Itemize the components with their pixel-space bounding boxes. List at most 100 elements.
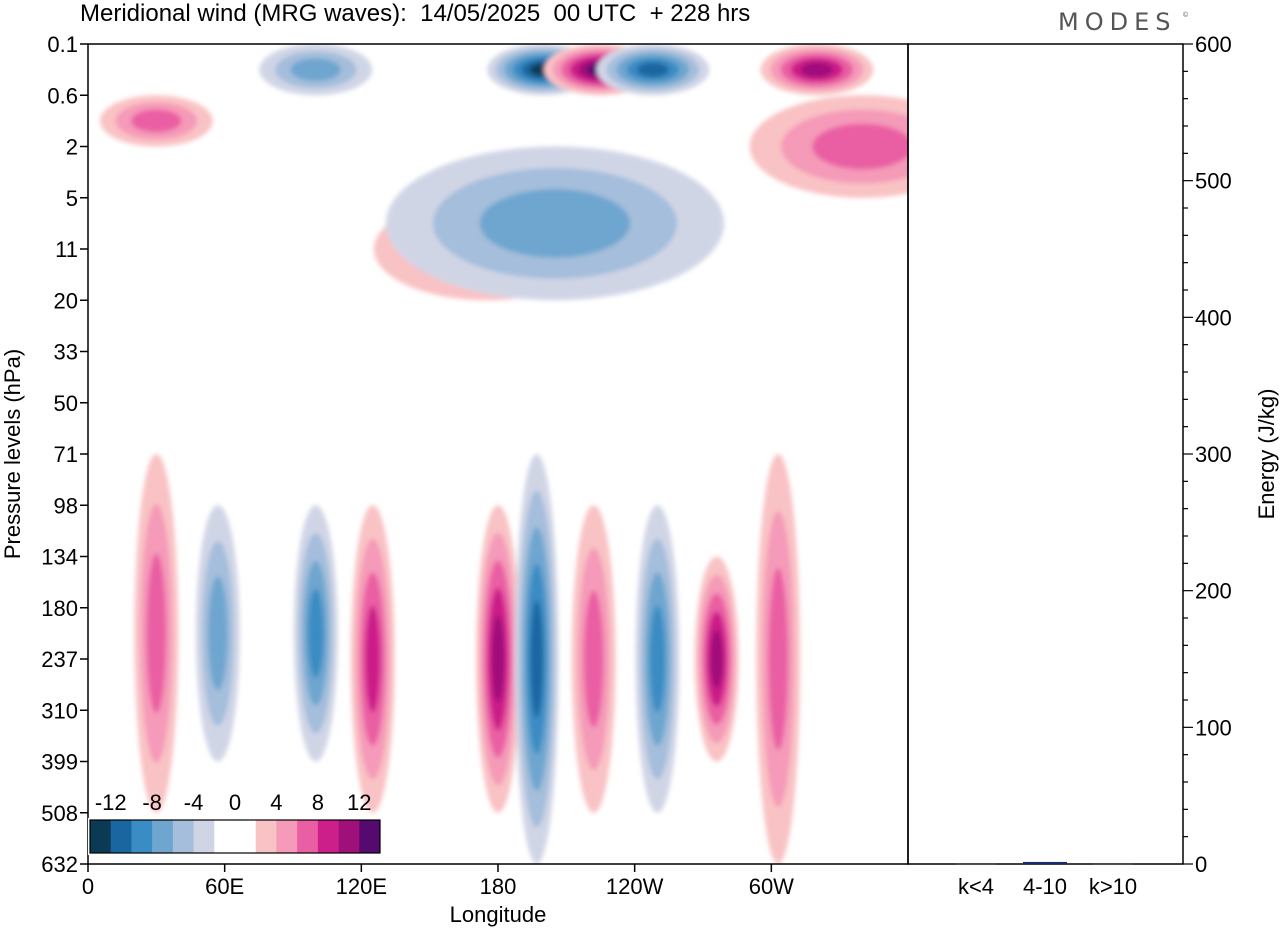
heatmap-contour-10-3	[768, 567, 788, 751]
y-tick-label: 2	[66, 135, 78, 160]
energy-category-label: k>10	[1089, 874, 1137, 899]
energy-tick-label: 100	[1195, 715, 1232, 740]
energy-tick-label: 200	[1195, 579, 1232, 604]
y-tick-label: 11	[55, 237, 78, 262]
colorbar-swatch	[235, 820, 257, 853]
colorbar: -12 -8 -4 0 4 8 12	[88, 790, 382, 855]
heatmap-contour-8-4	[649, 605, 666, 713]
heatmap-contour-13-5	[636, 62, 669, 77]
colorbar-label: -12	[95, 790, 127, 815]
heatmap-contour-1-3	[146, 553, 167, 714]
heatmap-contour-16-5	[800, 62, 833, 77]
heatmap-anomaly-13	[596, 44, 710, 96]
modes-logo: MODES	[1058, 8, 1177, 36]
heatmap-anomaly-17	[749, 95, 908, 198]
heatmap-contour-14-3	[131, 109, 182, 133]
colorbar-frame	[89, 819, 381, 854]
heatmap-anomaly-4	[350, 505, 395, 813]
heatmap-anomaly-1	[134, 453, 179, 813]
heatmap-anomaly-19	[385, 146, 725, 301]
colorbar-label: 4	[270, 790, 282, 815]
energy-category-label: k<4	[958, 874, 994, 899]
colorbar-swatch	[255, 820, 277, 853]
y-tick-label: 310	[41, 698, 78, 723]
heatmap-contour-19-3	[479, 189, 631, 258]
heatmap-anomaly-15	[259, 44, 373, 96]
energy-bar	[956, 863, 996, 865]
heatmap-anomaly-14	[99, 95, 213, 147]
energy-tick-label: 500	[1195, 169, 1232, 194]
heatmap-contour-7-3	[583, 590, 604, 728]
energy-frame	[907, 43, 1184, 865]
heatmap-contour-2-3	[208, 576, 228, 691]
heatmap-contour-15-3	[290, 58, 341, 82]
colorbar-label: 0	[229, 790, 241, 815]
colorbar-label: -4	[184, 790, 204, 815]
heatmap-axes: 0.1 0.6 2 5 11 20 33 50 71 98 134 180 237 310 399 508 63…	[41, 32, 794, 899]
colorbar-swatch	[152, 820, 174, 853]
y-tick-label: 399	[41, 750, 78, 775]
colorbar-swatch	[359, 820, 381, 853]
heatmap-contour-3-4	[308, 588, 324, 678]
heatmap-field	[99, 44, 908, 864]
y-tick-label: 632	[41, 852, 78, 877]
y-tick-label: 180	[41, 596, 78, 621]
colorbar-swatch	[297, 820, 319, 853]
x-tick-label: 180	[480, 874, 517, 899]
y-tick-label: 5	[66, 186, 78, 211]
energy-bar	[1023, 861, 1067, 864]
y-tick-label: 0.1	[47, 32, 78, 57]
heatmap-anomaly-3	[293, 505, 338, 762]
heatmap-anomaly-6	[514, 454, 559, 864]
y-tick-label: 134	[41, 545, 78, 570]
colorbar-swatch	[214, 820, 236, 853]
y-tick-label: 50	[54, 391, 78, 416]
colorbar-label: 8	[312, 790, 324, 815]
energy-bar-chart: 0 100 200 300 400 500 600 k<4 4-10 k>10	[907, 32, 1232, 899]
colorbar-swatch	[90, 820, 112, 853]
y-tick-label: 71	[54, 442, 78, 467]
x-axis-title: Longitude	[450, 902, 547, 927]
y-tick-label: 508	[41, 801, 78, 826]
colorbar-label: -8	[142, 790, 162, 815]
colorbar-swatch	[193, 820, 215, 853]
chart-title: Meridional wind (MRG waves): 14/05/2025 …	[80, 0, 751, 27]
energy-tick-label: 0	[1195, 852, 1207, 877]
colorbar-swatch	[276, 820, 298, 853]
y-tick-label: 20	[54, 288, 78, 313]
x-tick-label: 120E	[336, 874, 387, 899]
heatmap-contour-17-3	[812, 123, 908, 170]
copyright-mark: ©	[1183, 12, 1189, 19]
energy-category-label: 4-10	[1023, 874, 1067, 899]
y-axis-title: Pressure levels (hPa)	[0, 349, 25, 559]
colorbar-label: 12	[347, 790, 371, 815]
energy-tick-label: 400	[1195, 305, 1232, 330]
heatmap-contour-6-5	[530, 600, 544, 718]
heatmap-anomaly-7	[571, 505, 616, 813]
heatmap-contour-9-5	[710, 629, 723, 689]
x-tick-label: 60W	[749, 874, 794, 899]
y-tick-label: 98	[54, 493, 78, 518]
energy-axis-title: Energy (J/kg)	[1254, 389, 1279, 520]
heatmap-contour-4-4	[365, 605, 381, 713]
colorbar-swatch	[110, 820, 132, 853]
y-tick-label: 0.6	[47, 83, 78, 108]
energy-bar	[1093, 863, 1133, 865]
heatmap-anomaly-16	[760, 44, 874, 96]
energy-tick-label: 300	[1195, 442, 1232, 467]
colorbar-swatch	[131, 820, 153, 853]
x-tick-label: 0	[82, 874, 94, 899]
heatmap-contour-5-5	[491, 615, 505, 703]
y-tick-label: 237	[41, 647, 78, 672]
y-tick-label: 33	[54, 340, 78, 365]
x-tick-label: 120W	[606, 874, 664, 899]
heatmap-anomaly-8	[635, 505, 680, 813]
colorbar-swatch	[338, 820, 360, 853]
heatmap-anomaly-2	[195, 505, 240, 762]
colorbar-swatch	[317, 820, 339, 853]
energy-tick-label: 600	[1195, 32, 1232, 57]
x-tick-label: 60E	[205, 874, 244, 899]
heatmap-anomaly-10	[756, 454, 801, 864]
colorbar-swatch	[172, 820, 194, 853]
